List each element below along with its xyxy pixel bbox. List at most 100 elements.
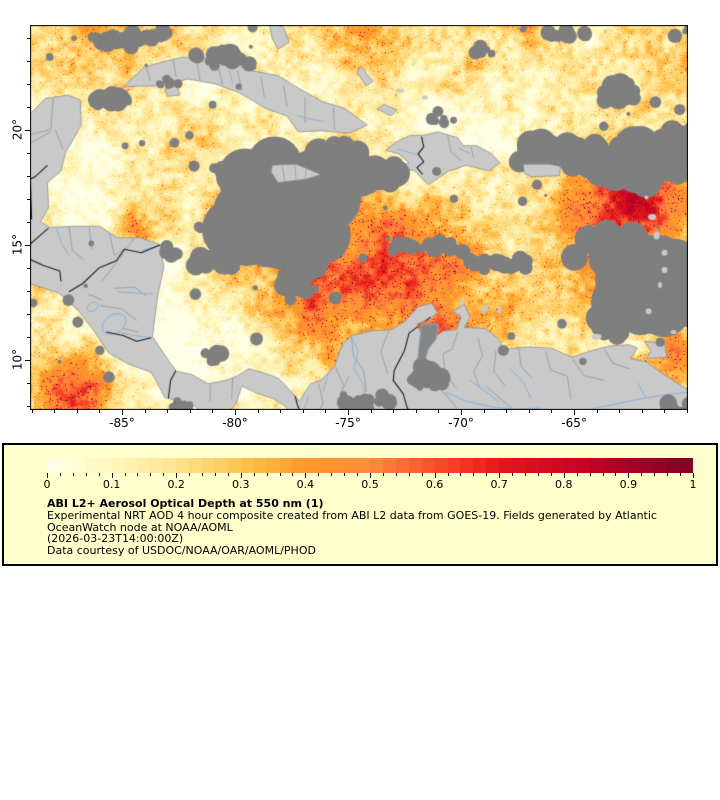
colorbar-tick-label: 0.5 [361,478,379,491]
x-axis-tick [189,410,191,413]
y-axis-tick [27,336,30,338]
y-axis-label: 20° [10,118,25,140]
colorbar-tick [628,473,630,478]
y-axis-tick [27,37,30,39]
x-axis-tick [641,410,643,413]
colorbar-tick [525,473,527,476]
colorbar-tick [602,473,604,476]
x-axis-tick [121,410,123,415]
legend-courtesy-line: Data courtesy of USDOC/NOAA/OAR/AOML/PHO… [47,543,316,557]
colorbar-tick [305,473,307,478]
colorbar-tick [292,473,294,476]
colorbar-tick [434,473,436,478]
x-axis-tick [235,410,237,415]
x-axis-tick [167,410,169,413]
x-axis-tick [664,410,666,413]
x-axis-tick [574,410,576,415]
y-axis-tick [27,405,30,407]
colorbar-tick-label: 0.9 [619,478,638,491]
x-axis-tick [393,410,395,413]
colorbar-tick [654,473,656,476]
colorbar-tick [189,473,191,476]
colorbar-tick [537,473,539,476]
colorbar-tick [680,473,682,476]
colorbar-tick [667,473,669,476]
legend-title: ABI L2+ Aerosol Optical Depth at 550 nm … [47,497,324,510]
y-axis-tick [25,359,30,361]
colorbar-tick [331,473,333,476]
y-axis-tick [27,382,30,384]
colorbar-tick [318,473,320,476]
x-axis-tick [99,410,101,413]
colorbar-tick [615,473,617,476]
y-axis-tick [27,313,30,315]
y-axis-label: 10° [10,348,25,370]
colorbar-tick [357,473,359,476]
y-axis-tick [27,152,30,154]
colorbar-tick [266,473,268,476]
colorbar-tick-label: 0.2 [167,478,185,491]
colorbar-tick [240,473,242,478]
colorbar-tick [176,473,178,478]
colorbar-tick [227,473,229,476]
y-axis-tick [27,267,30,269]
x-axis-tick [415,410,417,413]
colorbar-tick [85,473,87,476]
x-axis-tick [257,410,259,413]
colorbar-tick [202,473,204,476]
x-axis-tick [461,410,463,415]
colorbar-tick [344,473,346,476]
x-axis-tick [280,410,282,413]
colorbar-tick [111,473,113,478]
colorbar-tick-label: 0.3 [232,478,250,491]
colorbar-tick-label: 0.6 [425,478,444,491]
colorbar-tick [395,473,397,476]
x-axis-tick [212,410,214,413]
colorbar-tick [563,473,565,478]
x-axis-tick [325,410,327,413]
x-axis-tick [687,410,689,413]
colorbar-tick [421,473,423,476]
x-axis-tick [348,410,350,415]
legend-description-line-2: OceanWatch node at NOAA/AOML [47,520,233,534]
colorbar-tick [382,473,384,476]
colorbar-tick [693,473,694,478]
x-axis-tick [596,410,598,413]
x-axis-label: -75° [335,416,361,430]
legend-timestamp: (2026-03-23T14:00:00Z) [47,532,184,545]
y-axis-tick [27,175,30,177]
colorbar-tick [59,473,61,476]
x-axis-tick [483,410,485,413]
colorbar-tick [486,473,488,476]
y-axis-tick [27,290,30,292]
y-axis-tick [25,129,30,131]
colorbar-tick-label: 1 [689,478,697,491]
colorbar-tick [98,473,100,476]
colorbar-tick-label: 0.8 [555,478,573,491]
colorbar-tick [279,473,281,476]
x-axis-label: -85° [109,416,135,430]
y-axis-tick [25,244,30,246]
colorbar-tick [460,473,462,476]
colorbar-tick-label: 0.1 [102,478,121,491]
colorbar-tick [163,473,165,476]
colorbar-tick [124,473,126,476]
x-axis-tick [370,410,372,413]
colorbar-tick-label: 0 [43,478,51,491]
colorbar-tick [47,473,48,478]
colorbar-tick-label: 0.7 [490,478,508,491]
y-axis-tick [27,60,30,62]
colorbar-tick [589,473,591,476]
x-axis-label: -65° [561,416,587,430]
colorbar-tick [447,473,449,476]
colorbar-tick [576,473,578,476]
colorbar-tick [512,473,514,476]
colorbar-tick [550,473,552,476]
colorbar-tick [214,473,216,476]
y-axis-tick [27,198,30,200]
colorbar-tick [408,473,410,476]
x-axis-tick [76,410,78,413]
x-axis-tick [506,410,508,413]
colorbar-gradient [47,458,693,473]
